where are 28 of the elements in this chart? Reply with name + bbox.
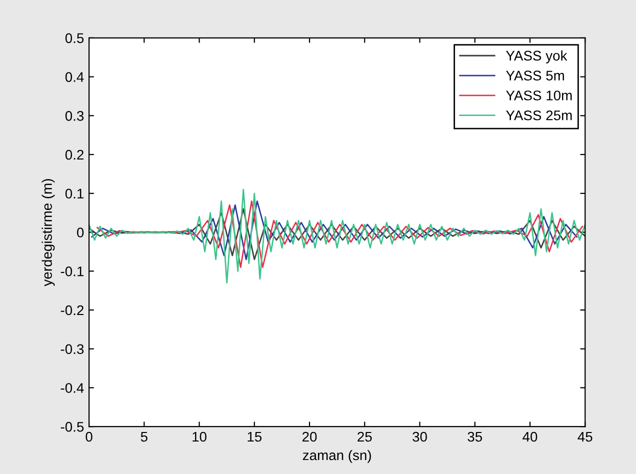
- x-tick-label: 45: [578, 432, 592, 442]
- y-tick-label: 0.1: [65, 188, 84, 199]
- y-tick-label: 0.2: [65, 150, 84, 160]
- x-tick-label: 10: [192, 432, 206, 442]
- y-tick-label: -0.1: [60, 266, 84, 276]
- y-tick-label: -0.4: [60, 383, 84, 393]
- y-tick-label: -0.3: [60, 344, 84, 354]
- line-series: [89, 188, 586, 284]
- x-axis-title: zaman (sn): [302, 450, 371, 463]
- x-tick-label: 25: [358, 432, 372, 442]
- x-tick-label: 5: [140, 432, 148, 442]
- y-tick-label: 0.4: [65, 72, 84, 82]
- x-tick-label: 40: [522, 432, 538, 442]
- y-tick-label: 0.5: [65, 33, 84, 44]
- legend-label: YASS 5m: [506, 70, 564, 81]
- legend-label: YASS 25m: [506, 110, 572, 120]
- y-tick-label: 0: [77, 228, 84, 238]
- x-tick-label: 30: [412, 432, 427, 442]
- x-tick-label: 35: [468, 432, 482, 442]
- legend-label: YASS yok: [506, 50, 568, 64]
- legend-label: YASS 10m: [506, 90, 572, 100]
- x-tick-label: 0: [86, 432, 92, 442]
- y-axis-title: yerdegistirme (m): [42, 179, 55, 286]
- x-tick-label: 20: [302, 432, 317, 442]
- y-tick-label: 0.3: [65, 110, 84, 121]
- y-tick-label: -0.5: [60, 422, 84, 432]
- y-tick-label: -0.2: [60, 305, 84, 316]
- x-tick-label: 15: [248, 432, 262, 442]
